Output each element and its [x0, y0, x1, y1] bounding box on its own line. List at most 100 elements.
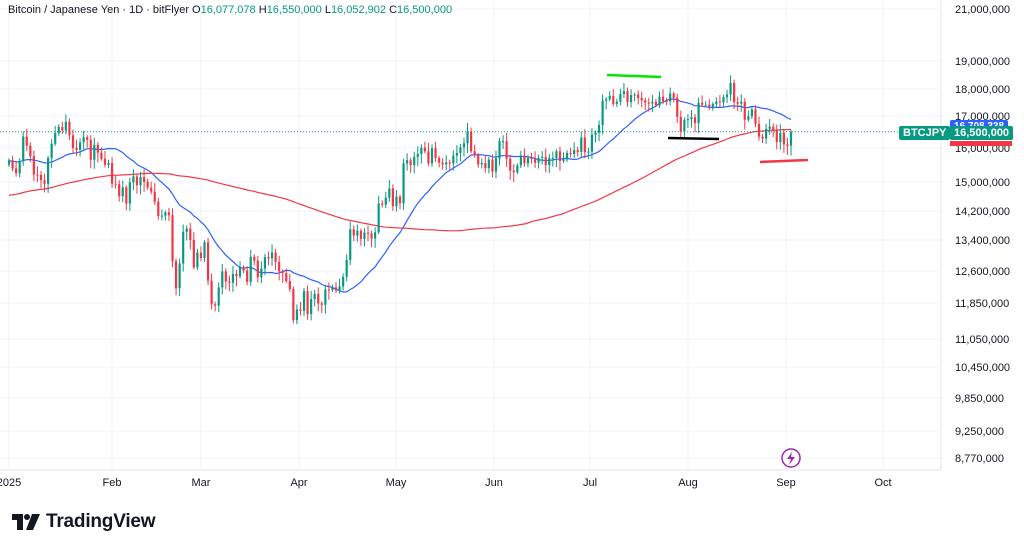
candle-body [658, 96, 661, 106]
candle-body [672, 93, 675, 98]
candle-body [135, 176, 139, 186]
candle-body [302, 291, 306, 311]
candle-body [270, 252, 274, 259]
candle-body [690, 117, 693, 120]
candle-body [7, 160, 11, 165]
candle-body [377, 203, 380, 233]
candle-body [498, 141, 501, 159]
candle-body [285, 273, 288, 282]
candle-body [409, 160, 412, 166]
candle-body [427, 151, 430, 164]
candle-body [569, 152, 572, 154]
candle-body [384, 197, 387, 205]
candle-body [25, 136, 28, 146]
candle-body [61, 126, 64, 131]
last-price-badge: 16,500,000 [950, 126, 1014, 140]
event-flash-icon-glyph [787, 452, 795, 465]
candle-body [789, 131, 793, 146]
candle-body [480, 163, 483, 165]
candle-body [747, 116, 750, 120]
candle-body [50, 143, 53, 158]
symbol-badge[interactable]: BTCJPY [899, 126, 951, 140]
candle-body [740, 101, 743, 104]
candle-body [192, 240, 195, 268]
candle-body [118, 184, 121, 197]
symbol-title: Bitcoin / Japanese Yen · 1D · bitFlyer [8, 4, 189, 16]
candle-body [224, 271, 227, 282]
candle-body [253, 256, 256, 261]
candle-body [317, 293, 320, 304]
price-axis-label: 11,850,000 [955, 298, 1009, 310]
candle-body [537, 157, 540, 163]
time-axis-label: Sep [776, 477, 796, 489]
candle-body [455, 152, 458, 156]
candle-body [565, 152, 569, 160]
candle-body [640, 98, 643, 101]
candle-body [754, 109, 757, 124]
candle-body [174, 261, 178, 289]
candle-body [57, 126, 60, 134]
candle-body [125, 187, 128, 204]
symbol-header: Bitcoin / Japanese Yen · 1D · bitFlyer O… [8, 4, 452, 16]
candle-body [100, 152, 103, 159]
candle-body [615, 101, 618, 104]
ohlc-low-label: L [324, 4, 331, 16]
candle-body [530, 157, 533, 159]
grid [0, 0, 942, 471]
candle-body [260, 268, 263, 278]
price-axis-label: 12,600,000 [955, 266, 1010, 278]
candle-body [228, 281, 231, 283]
candle-body [178, 263, 181, 289]
candle-body [324, 289, 327, 305]
candle-body [206, 242, 210, 281]
candle-body [167, 212, 171, 216]
candle-body [32, 156, 35, 175]
candle-body [761, 136, 764, 139]
candle-body [722, 97, 725, 103]
candle-body [416, 153, 419, 157]
candle-body [64, 121, 67, 131]
candle-body [54, 133, 57, 144]
ma-slow-price-marker [950, 141, 1012, 146]
candle-body [768, 126, 771, 129]
candle-body [338, 286, 341, 291]
candle-body [733, 82, 736, 103]
candle-body [71, 135, 75, 148]
candle-body [509, 158, 512, 171]
candle-body [295, 309, 299, 321]
candle-body [363, 232, 366, 239]
candle-body [473, 151, 476, 155]
candle-body [366, 232, 370, 234]
candle-body [786, 144, 789, 146]
candle-body [484, 163, 487, 169]
candle-body [171, 215, 174, 262]
candle-body [448, 162, 451, 164]
time-axis-label: Oct [874, 477, 891, 489]
candle-body [238, 267, 242, 277]
candle-body [686, 119, 690, 121]
candle-body [438, 157, 441, 163]
candle-body [398, 196, 402, 204]
candle-body [629, 95, 633, 103]
candle-body [501, 141, 505, 143]
price-axis-label: 8,770,000 [955, 453, 1004, 465]
candle-body [18, 161, 21, 174]
candle-body [651, 101, 654, 104]
candle-body [466, 131, 469, 144]
candle-body [160, 215, 163, 217]
candle-body [235, 273, 238, 277]
candle-body [267, 257, 270, 259]
candle-body [704, 104, 707, 106]
candle-body [708, 104, 711, 107]
candle-body [725, 94, 729, 98]
candle-body [597, 125, 601, 133]
candle-body [246, 270, 249, 282]
candle-body [693, 117, 697, 124]
candle-body [36, 174, 39, 176]
candle-body [487, 159, 490, 169]
tradingview-logo[interactable]: TradingView [12, 509, 156, 535]
time-axis-label: Feb [103, 477, 122, 489]
candle-body [93, 144, 96, 160]
candle-body [327, 289, 331, 291]
